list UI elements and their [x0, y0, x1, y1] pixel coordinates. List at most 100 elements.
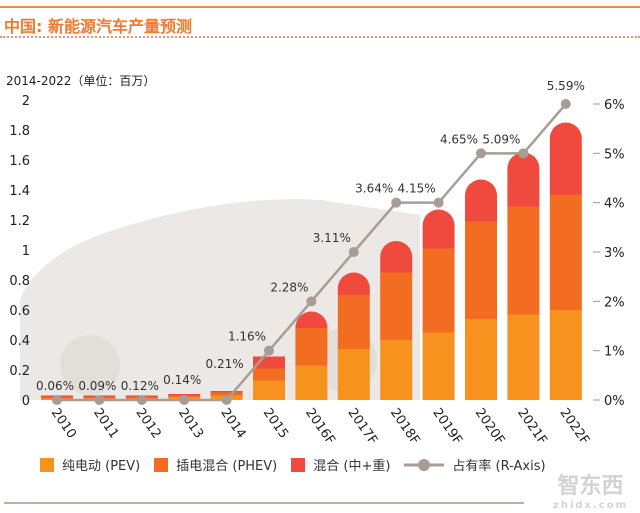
y2-tick-label: 1%	[604, 345, 625, 360]
share-data-label: 0.14%	[163, 373, 201, 387]
bar-segment-phev	[337, 295, 370, 349]
legend-label-hybrid: 混合 (中+重)	[313, 459, 391, 474]
share-point	[94, 395, 105, 405]
share-point	[391, 197, 402, 208]
share-data-label: 3.11%	[313, 231, 351, 245]
share-data-label: 4.65%	[440, 132, 478, 146]
y-tick-label: 1.2	[9, 214, 30, 229]
y2-tick-label: 5%	[604, 147, 625, 162]
legend-swatch-hybrid	[291, 457, 306, 472]
share-data-label: 0.21%	[206, 357, 244, 371]
y-tick-label: 1	[22, 244, 30, 259]
bar-segment-phev	[295, 328, 328, 366]
x-tick-label: 2019F	[429, 406, 465, 448]
legend-item-phev: 插电混合 (PHEV)	[154, 455, 277, 474]
y-tick-label: 1.6	[9, 154, 30, 169]
y-tick-label: 1.8	[9, 124, 30, 139]
legend-label-pev: 纯电动 (PEV)	[62, 459, 141, 474]
bar-segment-phev	[422, 248, 455, 333]
bar-segment-pev	[465, 319, 497, 400]
y-tick-label: 0.2	[9, 364, 30, 379]
share-data-label: 3.64%	[355, 182, 393, 196]
bar-segment-hybrid	[422, 209, 455, 249]
car-wheel	[60, 335, 120, 395]
share-data-label: 0.06%	[36, 379, 74, 393]
bar-segment-hybrid	[465, 179, 497, 222]
x-tick-label: 2011	[90, 406, 121, 442]
bar-segment-hybrid	[337, 272, 370, 295]
x-tick-label: 2013	[175, 406, 206, 442]
share-point	[264, 345, 274, 356]
bar-segment-phev	[380, 272, 413, 340]
bar-segment-hybrid	[210, 391, 243, 393]
bar-segment-hybrid	[549, 122, 582, 195]
share-data-label: 1.16%	[228, 330, 266, 344]
dotted-divider	[0, 36, 640, 38]
legend-item-share: 占有率 (R-Axis)	[404, 455, 546, 474]
x-tick-label: 2014	[217, 406, 248, 442]
bar-segment-pev	[253, 380, 285, 400]
share-data-label: 2.28%	[270, 280, 308, 294]
share-data-label: 4.15%	[398, 182, 436, 196]
bar-segment-hybrid	[380, 241, 413, 273]
chart-title: 中国: 新能源汽车产量预测	[4, 17, 192, 36]
x-tick-label: 2015	[260, 406, 291, 442]
bar-segment-pev	[337, 349, 370, 400]
y2-tick-label: 6%	[604, 98, 625, 113]
y2-tick-label: 0%	[604, 394, 625, 409]
bar-segment-phev	[253, 368, 285, 381]
bar-segment-phev	[507, 206, 540, 315]
bar-segment-pev	[380, 340, 413, 400]
bar-segment-hybrid	[507, 152, 540, 207]
share-point	[221, 395, 232, 405]
y-tick-label: 2	[22, 94, 30, 109]
share-point	[52, 395, 62, 405]
legend-line-icon	[404, 458, 445, 471]
legend-item-pev: 纯电动 (PEV)	[40, 455, 140, 474]
x-tick-label: 2018F	[387, 406, 423, 448]
x-tick-label: 2016F	[302, 406, 338, 448]
share-point	[518, 148, 529, 159]
share-data-label: 0.09%	[78, 379, 116, 393]
y-tick-label: 0.8	[9, 274, 30, 289]
share-point	[136, 395, 147, 405]
bar-segment-pev	[295, 365, 328, 400]
x-tick-label: 2021F	[514, 406, 550, 448]
legend-swatch-phev	[154, 457, 169, 472]
top-rule	[0, 6, 640, 8]
y-tick-label: 0.4	[9, 334, 30, 349]
bar-segment-pev	[422, 332, 455, 400]
x-tick-label: 2010	[48, 406, 79, 442]
x-tick-label: 2012	[133, 406, 164, 442]
unit-label: 2014-2022（单位：百万）	[6, 74, 156, 88]
share-point	[306, 296, 317, 307]
share-point	[348, 247, 359, 257]
legend-swatch-pev	[40, 457, 54, 472]
bar-segment-pev	[549, 310, 582, 400]
watermark-logo: 智东西 zhidx.com	[553, 474, 628, 511]
bottom-rule	[4, 502, 524, 504]
share-data-label: 5.59%	[547, 79, 585, 93]
x-tick-label: 2022F	[557, 406, 593, 448]
legend-label-phev: 插电混合 (PHEV)	[176, 459, 278, 474]
share-point	[476, 148, 486, 159]
y2-tick-label: 4%	[604, 197, 625, 212]
y2-tick-label: 2%	[604, 295, 625, 310]
bar-segment-phev	[210, 392, 243, 396]
share-point	[433, 197, 444, 208]
y-tick-label: 0	[22, 394, 30, 409]
share-data-label: 0.12%	[121, 379, 159, 393]
share-point	[179, 395, 190, 405]
bar-segment-hybrid	[168, 394, 201, 396]
x-tick-label: 2020F	[472, 406, 508, 448]
share-point	[560, 99, 571, 109]
bar-segment-phev	[465, 221, 497, 319]
legend: 纯电动 (PEV) 插电混合 (PHEV) 混合 (中+重) 占有率 (R-Ax…	[40, 455, 560, 474]
y2-tick-label: 3%	[604, 246, 625, 261]
bar-segment-hybrid	[295, 311, 328, 328]
legend-item-hybrid: 混合 (中+重)	[291, 455, 390, 474]
x-tick-label: 2017F	[345, 406, 381, 448]
y-tick-label: 0.6	[9, 304, 30, 319]
